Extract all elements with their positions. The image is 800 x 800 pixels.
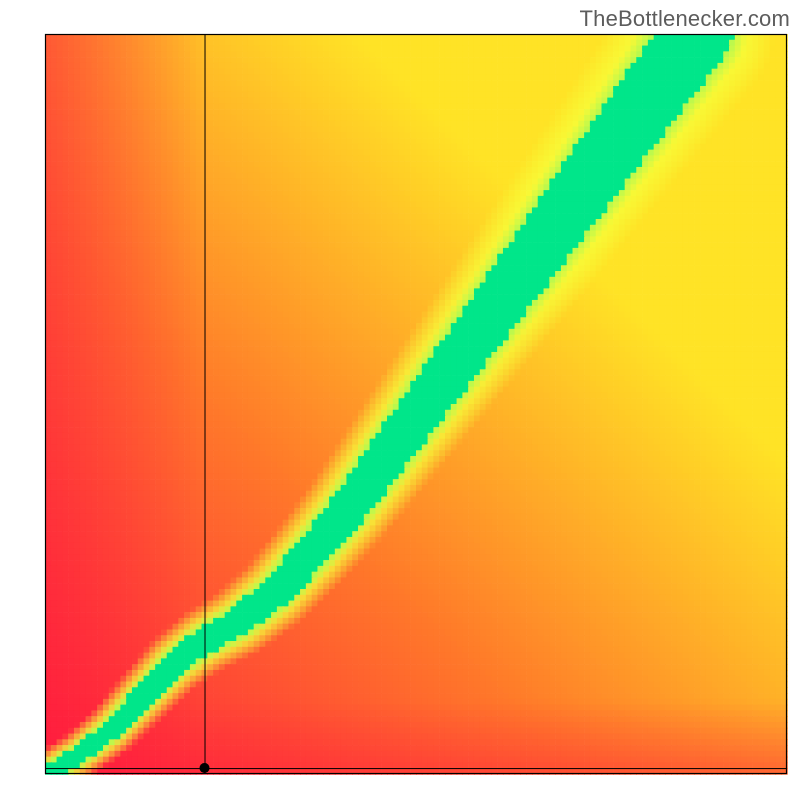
heatmap-canvas	[0, 0, 800, 800]
watermark-text: TheBottlenecker.com	[580, 6, 790, 32]
chart-container: TheBottlenecker.com	[0, 0, 800, 800]
